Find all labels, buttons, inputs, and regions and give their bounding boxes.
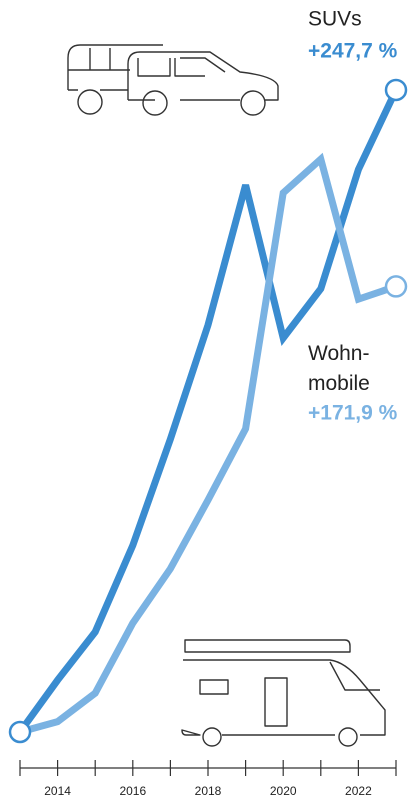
x-tick-label: 2014: [44, 784, 71, 798]
x-tick-label: 2022: [345, 784, 372, 798]
value-label: +247,7 %: [308, 40, 398, 63]
series-name: SUVs: [308, 8, 362, 31]
camper-icon: [181, 639, 386, 747]
series-name: Wohn-mobile: [308, 342, 370, 395]
suv-icon: [67, 44, 279, 116]
end-marker: [384, 78, 408, 102]
x-tick-label: 2020: [270, 784, 297, 798]
line: [19, 152, 398, 736]
series: [17, 88, 400, 735]
x-tick-label: 2016: [119, 784, 146, 798]
series: [19, 152, 398, 736]
start-marker: [8, 720, 32, 744]
line: [17, 88, 400, 735]
end-marker: [384, 275, 408, 298]
value-label: +171,9 %: [308, 402, 398, 425]
x-tick-label: 2018: [195, 784, 222, 798]
